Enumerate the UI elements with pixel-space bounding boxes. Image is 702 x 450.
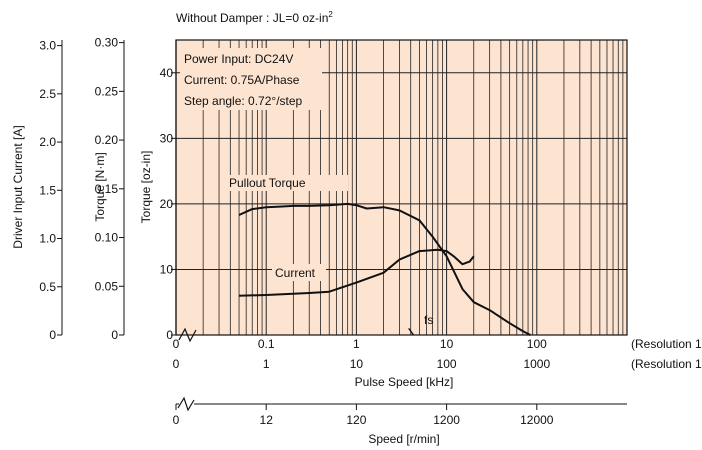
speed-tick-label: 0 [173, 413, 180, 427]
x-tick-label: 0 [173, 357, 180, 371]
pullout-label-background [226, 175, 348, 191]
resolution1-label: (Resolution 1) [631, 337, 702, 351]
y-tick-label: 2.0 [39, 135, 56, 149]
speed-axis-break [177, 396, 195, 412]
y-tick-label: 30 [160, 131, 174, 145]
x-tick-label: 0 [173, 337, 180, 351]
speed-ticks: 0 12 120 1200 12000 [173, 404, 554, 427]
series-line-fs [408, 327, 415, 336]
speed-axis-label: Speed [r/min] [368, 432, 439, 446]
resolution1-ticks: 0 0.1 1 10 100 [173, 337, 547, 351]
x-axis-break [178, 327, 197, 343]
annotation-current: Current: 0.75A/Phase [184, 73, 300, 87]
speed-tick-label: 1200 [433, 413, 460, 427]
x-tick-label: 1 [353, 337, 360, 351]
series-label-fs: fs [424, 313, 433, 327]
torque-nm-ticks: 0 0.05 0.10 0.15 0.20 0.25 0.30 [95, 36, 124, 342]
series-line-pullout-torque [238, 202, 531, 336]
speed-tick-label: 120 [346, 413, 366, 427]
y-tick-label: 0 [111, 328, 118, 342]
y-tick-label: 0.10 [95, 231, 119, 245]
torque-oz-in-label: Torque [oz-in] [139, 151, 153, 224]
x-tick-label: 0.1 [258, 337, 275, 351]
y-tick-label: 0.5 [39, 280, 56, 294]
chart-title-superscript: 2 [328, 10, 333, 19]
series-line-current [238, 248, 475, 297]
chart-title: Without Damper : JL=0 oz-in2 [176, 10, 333, 25]
y-tick-label: 1.0 [39, 232, 56, 246]
y-tick-label: 0.30 [95, 36, 119, 50]
x-tick-label: 10 [440, 337, 454, 351]
annotation-power-input: Power Input: DC24V [184, 52, 293, 66]
y-tick-label: 3.0 [39, 39, 56, 53]
y-tick-label: 1.5 [39, 183, 56, 197]
y-tick-label: 20 [160, 197, 174, 211]
torque-nm-label: Torque [N·m] [93, 152, 107, 221]
pulse-speed-label: Pulse Speed [kHz] [355, 375, 454, 389]
x-tick-label: 1000 [523, 357, 550, 371]
torque-oz-in-ticks: 0 10 20 30 40 [160, 66, 176, 342]
x-tick-label: 100 [527, 337, 547, 351]
resolution10-label: (Resolution 10) [631, 357, 702, 371]
x-tick-label: 100 [437, 357, 457, 371]
y-tick-label: 40 [160, 66, 174, 80]
y-tick-label: 0 [49, 328, 56, 342]
y-tick-label: 0.15 [95, 182, 119, 196]
y-tick-label: 2.5 [39, 87, 56, 101]
resolution10-ticks: 0 1 10 100 1000 [173, 357, 551, 371]
y-tick-label: 0 [166, 328, 173, 342]
series-label-pullout-torque: Pullout Torque [229, 176, 306, 190]
current-label-background [272, 264, 326, 281]
y-tick-label: 0.20 [95, 133, 119, 147]
y-tick-label: 0.25 [95, 84, 119, 98]
annotation-background [180, 48, 322, 110]
x-tick-label: 10 [350, 357, 364, 371]
annotation-block: Power Input: DC24V Current: 0.75A/Phase … [180, 48, 322, 110]
current-ticks: 0 0.5 1.0 1.5 2.0 2.5 3.0 [39, 39, 62, 342]
series-lines [238, 202, 531, 336]
series-label-current: Current [275, 266, 316, 280]
speed-tick-label: 12000 [520, 413, 554, 427]
chart-title-text: Without Damper : JL=0 oz-in [176, 11, 328, 25]
x-tick-label: 1 [263, 357, 270, 371]
y-tick-label: 10 [160, 262, 174, 276]
current-axis-label: Driver Input Current [A] [11, 125, 25, 248]
speed-tick-label: 12 [260, 413, 274, 427]
axis-break-marks [177, 327, 197, 412]
annotation-step-angle: Step angle: 0.72°/step [184, 94, 303, 108]
y-tick-label: 0.05 [95, 279, 119, 293]
